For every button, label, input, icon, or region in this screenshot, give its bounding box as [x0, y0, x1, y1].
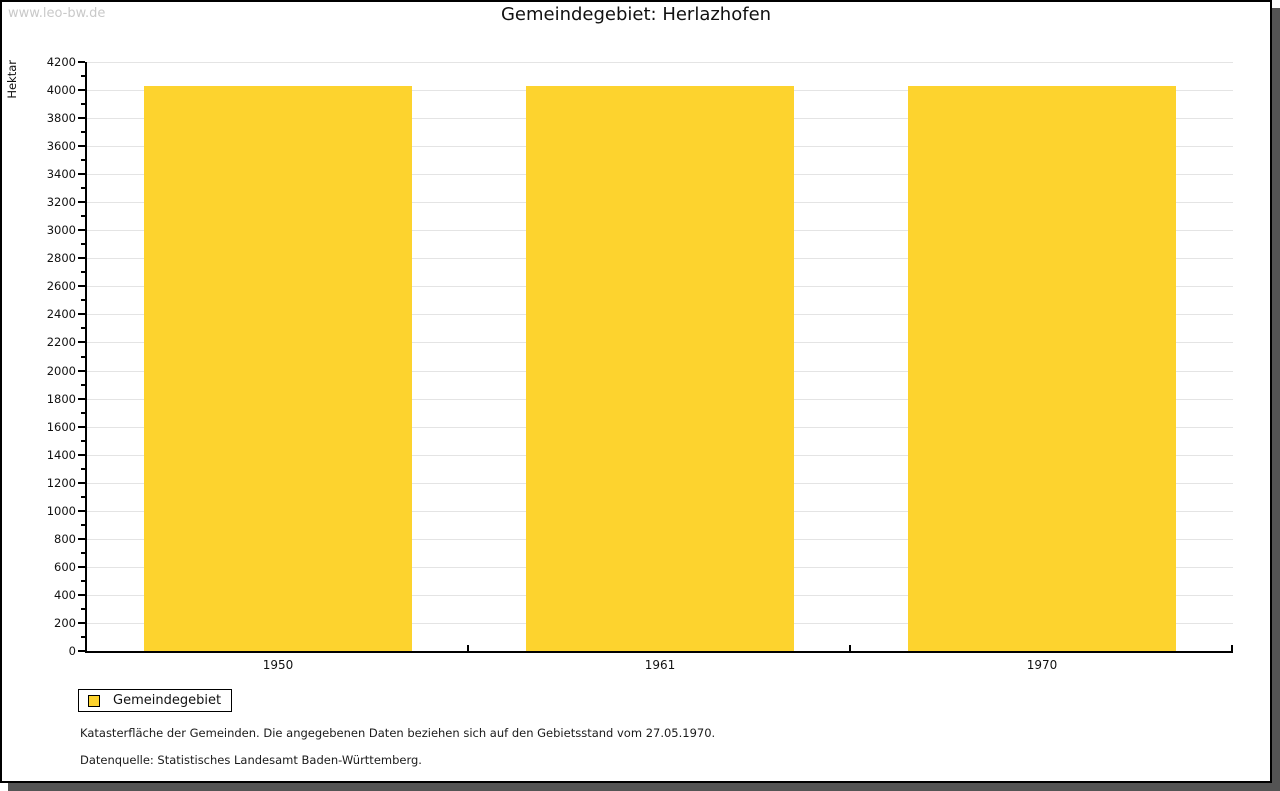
y-major-tick — [78, 398, 85, 400]
y-tick-label: 800 — [54, 532, 76, 546]
y-major-tick — [78, 426, 85, 428]
bar-1950 — [144, 86, 412, 651]
y-minor-tick — [81, 412, 85, 414]
y-tick-label: 3800 — [46, 111, 76, 125]
legend-box: Gemeindegebiet — [78, 689, 232, 712]
y-tick-label: 3200 — [46, 195, 76, 209]
y-major-tick — [78, 370, 85, 372]
footnote-line-1: Katasterfläche der Gemeinden. Die angege… — [80, 726, 716, 740]
y-tick-label: 1200 — [46, 476, 76, 490]
y-major-tick — [78, 510, 85, 512]
y-minor-tick — [81, 299, 85, 301]
y-tick-label: 3400 — [46, 167, 76, 181]
x-tick-label: 1950 — [262, 658, 294, 672]
chart-title: Gemeindegebiet: Herlazhofen — [500, 4, 772, 25]
y-minor-tick — [81, 327, 85, 329]
y-tick-label: 0 — [68, 644, 76, 658]
x-axis-tick — [849, 645, 851, 651]
y-major-tick — [78, 257, 85, 259]
y-tick-label: 1000 — [46, 504, 76, 518]
y-tick-label: 1800 — [46, 392, 76, 406]
y-major-tick — [78, 145, 85, 147]
footnote-line-2: Datenquelle: Statistisches Landesamt Bad… — [80, 753, 422, 767]
y-minor-tick — [81, 496, 85, 498]
y-minor-tick — [81, 215, 85, 217]
y-tick-label: 4000 — [46, 83, 76, 97]
y-tick-label: 3000 — [46, 223, 76, 237]
y-major-tick — [78, 117, 85, 119]
y-minor-tick — [81, 356, 85, 358]
y-tick-label: 600 — [54, 560, 76, 574]
y-tick-label: 1400 — [46, 448, 76, 462]
y-major-tick — [78, 650, 85, 652]
y-minor-tick — [81, 271, 85, 273]
y-minor-tick — [81, 580, 85, 582]
y-major-tick — [78, 566, 85, 568]
y-tick-label: 2800 — [46, 251, 76, 265]
y-major-tick — [78, 61, 85, 63]
y-minor-tick — [81, 131, 85, 133]
legend-swatch-icon — [88, 694, 100, 707]
y-minor-tick — [81, 187, 85, 189]
y-tick-label: 200 — [54, 616, 76, 630]
y-major-tick — [78, 313, 85, 315]
y-major-tick — [78, 341, 85, 343]
y-major-tick — [78, 229, 85, 231]
bar-1961 — [526, 86, 794, 651]
y-major-tick — [78, 538, 85, 540]
y-tick-label: 2000 — [46, 364, 76, 378]
y-tick-label: 2400 — [46, 307, 76, 321]
y-major-tick — [78, 173, 85, 175]
x-axis-tick — [467, 645, 469, 651]
y-minor-tick — [81, 636, 85, 638]
y-major-tick — [78, 89, 85, 91]
x-axis-tick — [1231, 645, 1233, 651]
y-tick-label: 400 — [54, 588, 76, 602]
x-tick-label: 1970 — [1026, 658, 1058, 672]
y-minor-tick — [81, 552, 85, 554]
y-tick-label: 2600 — [46, 279, 76, 293]
y-tick-label: 3600 — [46, 139, 76, 153]
y-major-tick — [78, 454, 85, 456]
watermark-text: www.leo-bw.de — [8, 6, 106, 21]
y-minor-tick — [81, 440, 85, 442]
y-major-tick — [78, 482, 85, 484]
y-minor-tick — [81, 243, 85, 245]
y-minor-tick — [81, 608, 85, 610]
y-minor-tick — [81, 75, 85, 77]
y-major-tick — [78, 201, 85, 203]
y-minor-tick — [81, 384, 85, 386]
legend-label: Gemeindegebiet — [113, 693, 222, 708]
y-tick-label: 4200 — [46, 55, 76, 69]
y-major-tick — [78, 285, 85, 287]
y-major-tick — [78, 594, 85, 596]
bar-1970 — [908, 86, 1176, 651]
y-minor-tick — [81, 468, 85, 470]
plot-area: 0 200 400 600 800 1000 1200 1400 1600 1800 2000 220… — [47, 55, 1233, 672]
y-tick-label: 2200 — [46, 335, 76, 349]
y-minor-tick — [81, 159, 85, 161]
y-major-tick — [78, 622, 85, 624]
y-tick-label: 1600 — [46, 420, 76, 434]
x-tick-label: 1961 — [644, 658, 676, 672]
y-minor-tick — [81, 103, 85, 105]
gridline — [87, 62, 1233, 63]
y-minor-tick — [81, 524, 85, 526]
